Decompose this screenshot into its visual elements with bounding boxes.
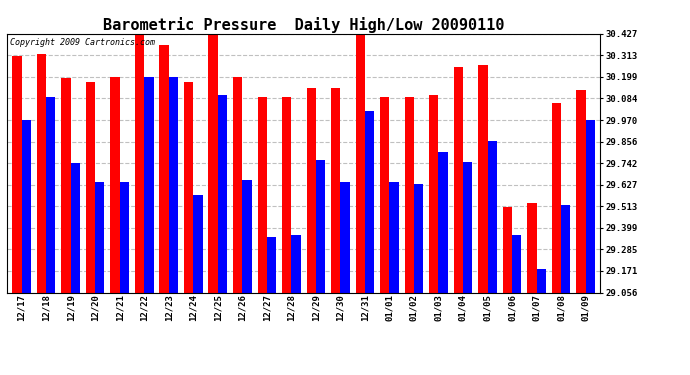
Bar — [37, 54, 46, 292]
Bar — [21, 120, 31, 292]
Bar — [233, 76, 242, 292]
Bar — [365, 111, 374, 292]
Bar — [144, 76, 154, 292]
Bar — [193, 195, 203, 292]
Bar — [86, 82, 95, 292]
Bar — [537, 269, 546, 292]
Bar — [169, 76, 178, 292]
Bar — [503, 207, 512, 292]
Bar — [453, 67, 463, 292]
Bar — [527, 203, 537, 292]
Bar — [282, 98, 291, 292]
Title: Barometric Pressure  Daily High/Low 20090110: Barometric Pressure Daily High/Low 20090… — [103, 16, 504, 33]
Bar — [61, 78, 70, 292]
Bar — [414, 184, 423, 292]
Bar — [306, 88, 316, 292]
Bar — [242, 180, 252, 292]
Bar — [463, 162, 472, 292]
Bar — [46, 98, 55, 292]
Bar — [438, 152, 448, 292]
Bar — [316, 160, 325, 292]
Text: Copyright 2009 Cartronics.com: Copyright 2009 Cartronics.com — [10, 38, 155, 46]
Bar — [389, 182, 399, 292]
Bar — [586, 120, 595, 292]
Bar — [331, 88, 340, 292]
Bar — [218, 96, 227, 292]
Bar — [119, 182, 129, 292]
Bar — [159, 45, 169, 292]
Bar — [561, 205, 571, 292]
Bar — [110, 76, 119, 292]
Bar — [70, 164, 80, 292]
Bar — [478, 65, 488, 292]
Bar — [429, 96, 438, 292]
Bar — [355, 33, 365, 292]
Bar — [552, 103, 561, 292]
Bar — [291, 235, 301, 292]
Bar — [257, 98, 267, 292]
Bar — [12, 56, 21, 292]
Bar — [576, 90, 586, 292]
Bar — [512, 235, 522, 292]
Bar — [208, 33, 218, 292]
Bar — [340, 182, 350, 292]
Bar — [380, 98, 389, 292]
Bar — [184, 82, 193, 292]
Bar — [135, 33, 144, 292]
Bar — [267, 237, 276, 292]
Bar — [95, 182, 104, 292]
Bar — [404, 98, 414, 292]
Bar — [488, 141, 497, 292]
